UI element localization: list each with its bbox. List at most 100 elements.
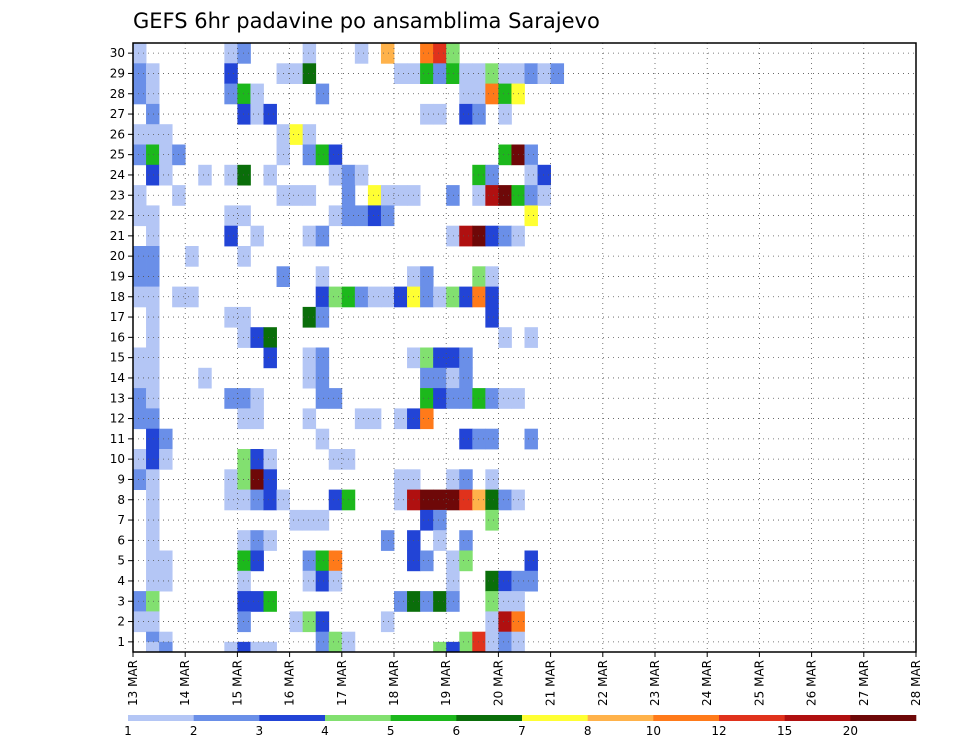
heatmap-cell	[485, 469, 499, 490]
heatmap-cell	[315, 306, 330, 328]
x-tick-label: 26 MAR	[805, 660, 819, 706]
y-tick-label: 2	[117, 615, 125, 629]
heatmap-cell	[224, 225, 238, 247]
heatmap-cell	[472, 428, 486, 450]
y-tick-label: 28	[110, 87, 125, 101]
heatmap-cell	[263, 530, 277, 551]
colorbar-label: 5	[387, 724, 395, 738]
heatmap-cell	[394, 469, 408, 490]
heatmap-cell	[433, 489, 447, 511]
heatmap-cell	[237, 449, 251, 470]
y-tick-label: 8	[117, 493, 125, 507]
y-tick-label: 17	[110, 310, 125, 324]
y-tick-label: 14	[110, 371, 125, 385]
heatmap-cell	[459, 103, 473, 125]
heatmap-cell	[498, 225, 512, 247]
y-tick-label: 29	[110, 66, 125, 80]
heatmap-cell	[433, 367, 447, 389]
heatmap-cell	[237, 611, 251, 633]
heatmap-cell	[263, 449, 277, 470]
heatmap-cell	[133, 246, 147, 267]
heatmap-cell	[146, 63, 160, 84]
x-tick-label: 28 MAR	[909, 660, 923, 706]
heatmap-cell	[133, 63, 147, 84]
heatmap-cell	[328, 550, 343, 572]
heatmap-cell	[224, 83, 238, 105]
heatmap-cell	[224, 43, 238, 64]
colorbar: 1 2 3 4 5 6 7 8 10 12 15 20	[124, 715, 917, 738]
heatmap-cell	[146, 246, 160, 267]
heatmap-cell	[420, 591, 434, 612]
heatmap-cell	[446, 469, 460, 490]
heatmap-cell	[146, 388, 160, 409]
y-tick-label: 12	[110, 412, 125, 426]
colorbar-segment	[653, 715, 720, 721]
heatmap-cell	[433, 286, 447, 308]
y-tick-label: 1	[117, 635, 125, 649]
y-tick-label: 11	[110, 432, 125, 446]
colorbar-label: 7	[518, 724, 526, 738]
heatmap-cell	[289, 185, 304, 206]
heatmap-cell	[446, 550, 460, 572]
heatmap-cell	[328, 489, 343, 511]
heatmap-cell	[354, 164, 369, 186]
heatmap-cell	[315, 225, 330, 247]
heatmap-cell	[485, 611, 499, 633]
heatmap-cell	[328, 631, 343, 653]
heatmap-cell	[237, 591, 251, 612]
heatmap-cell	[550, 63, 565, 84]
heatmap-cell	[524, 428, 538, 450]
y-tick-label: 21	[110, 229, 125, 243]
heatmap-cell	[485, 388, 499, 409]
heatmap-cell	[328, 570, 343, 592]
heatmap-cell	[146, 428, 160, 450]
heatmap-cell	[354, 205, 369, 227]
colorbar-segment	[456, 715, 523, 721]
heatmap-cell	[133, 144, 147, 166]
heatmap-cell	[250, 489, 264, 511]
heatmap-cell	[263, 327, 277, 348]
heatmap-cell	[433, 509, 447, 531]
colorbar-label: 10	[646, 724, 661, 738]
heatmap-cell	[315, 570, 330, 592]
x-tick-label: 19 MAR	[439, 660, 453, 706]
heatmap-cell	[302, 144, 317, 166]
x-tick-label: 23 MAR	[648, 660, 662, 706]
y-tick-label: 18	[110, 290, 125, 304]
heatmap-cell	[394, 185, 408, 206]
colorbar-segment	[850, 715, 917, 721]
heatmap-cell	[159, 550, 173, 572]
heatmap-cell	[459, 367, 473, 389]
heatmap-cell	[146, 144, 160, 166]
heatmap-cell	[485, 428, 499, 450]
heatmap-cell	[224, 641, 238, 653]
heatmap-cell	[198, 367, 212, 389]
heatmap-cell	[237, 103, 251, 125]
heatmap-cell	[472, 489, 486, 511]
heatmap-cell	[498, 103, 512, 125]
heatmap-cell	[498, 570, 512, 592]
y-tick-label: 22	[110, 209, 125, 223]
heatmap-cell	[263, 489, 277, 511]
heatmap-cell	[446, 225, 460, 247]
heatmap-cell	[459, 286, 473, 308]
heatmap-cell	[250, 83, 264, 105]
heatmap-cell	[328, 286, 343, 308]
y-tick-label: 9	[117, 472, 125, 486]
heatmap-cell	[289, 509, 304, 531]
colorbar-label: 20	[843, 724, 858, 738]
heatmap-cell	[328, 449, 343, 470]
heatmap-cell	[459, 428, 473, 450]
heatmap-cell	[459, 83, 473, 105]
x-tick-label: 25 MAR	[752, 660, 766, 706]
x-tick-label: 16 MAR	[283, 660, 297, 706]
heatmap-cell	[420, 367, 434, 389]
heatmap-cell	[485, 286, 499, 308]
heatmap-cell	[524, 164, 538, 186]
y-tick-label: 13	[110, 391, 125, 405]
heatmap-cell	[289, 124, 304, 145]
heatmap-cell	[224, 164, 238, 186]
colorbar-segment	[325, 715, 391, 721]
heatmap-cell	[224, 205, 238, 227]
heatmap-cell	[159, 449, 173, 470]
